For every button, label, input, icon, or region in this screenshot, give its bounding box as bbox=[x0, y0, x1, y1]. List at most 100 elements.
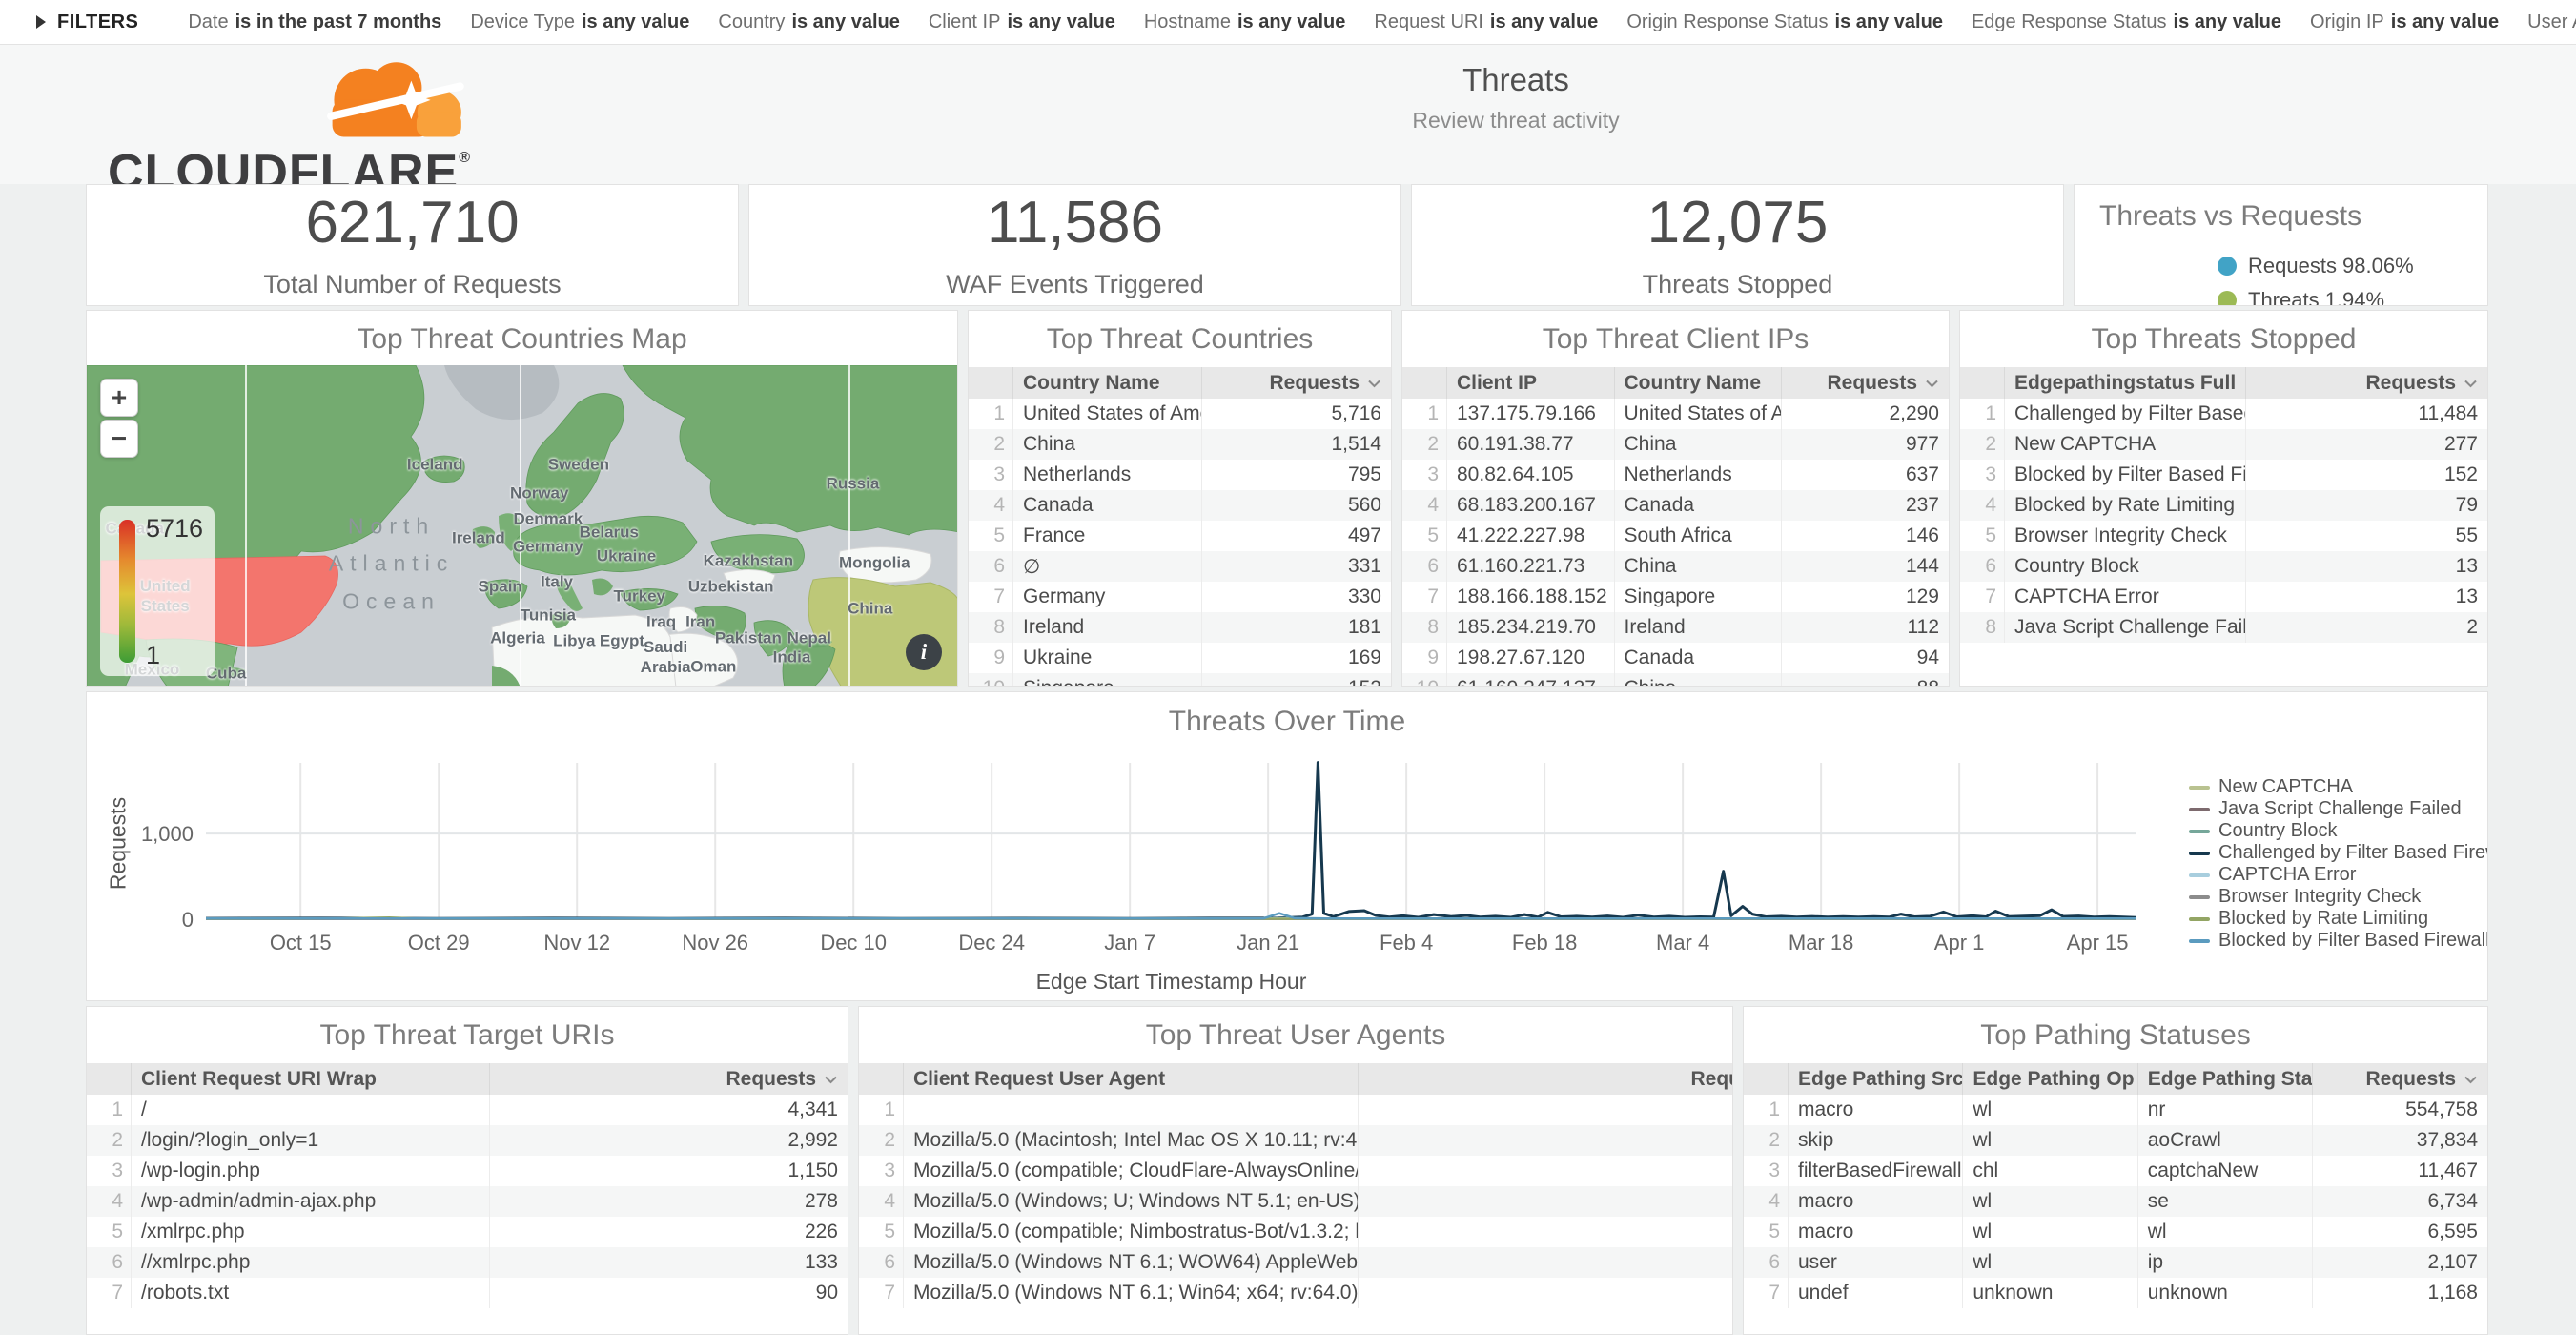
row-number: 6 bbox=[1960, 551, 2005, 582]
filter-chip-origin-response-status[interactable]: Origin Response Status is any value bbox=[1626, 11, 1943, 33]
table-cell: China bbox=[1613, 429, 1782, 460]
filter-field-label: Hostname bbox=[1143, 10, 1231, 32]
column-header-requests[interactable]: Requests bbox=[1357, 1063, 1732, 1095]
row-number: 3 bbox=[1427, 463, 1439, 485]
threats-over-time-card: Threats Over Time Requests 0 1,000 Oct 15… bbox=[86, 691, 2488, 1001]
map-canvas[interactable]: North Atlantic Ocean CanadaUnited States… bbox=[87, 365, 957, 686]
filter-chip-request-uri[interactable]: Request URI is any value bbox=[1374, 11, 1598, 33]
filter-chip-hostname[interactable]: Hostname is any value bbox=[1144, 11, 1346, 33]
table-cell: 13 bbox=[2245, 551, 2487, 582]
x-tick-label: Dec 10 bbox=[820, 931, 888, 955]
filter-chip-device-type[interactable]: Device Type is any value bbox=[470, 11, 689, 33]
table-cell: Ukraine bbox=[1012, 643, 1202, 673]
filters-label: FILTERS bbox=[57, 10, 139, 32]
table-cell: 11,467 bbox=[2312, 1156, 2487, 1186]
table-row: 4/wp-admin/admin-ajax.php 278 bbox=[87, 1186, 848, 1217]
line-chart-plot bbox=[206, 761, 2136, 921]
table-cell: 2,290 bbox=[1781, 399, 1949, 429]
filter-chip-country[interactable]: Country is any value bbox=[718, 11, 899, 33]
filter-chip-edge-response-status[interactable]: Edge Response Status is any value bbox=[1972, 11, 2281, 33]
table-cell: 330 bbox=[1201, 582, 1391, 612]
table-cell: wl bbox=[1962, 1217, 2138, 1247]
column-header-label: Client IP bbox=[1457, 371, 1538, 394]
filters-toggle[interactable]: FILTERS bbox=[36, 11, 138, 33]
filter-chip-user-agent[interactable]: User Agentis any value bbox=[2527, 11, 2576, 33]
table-row: 7 CAPTCHA Error 13 bbox=[1960, 582, 2487, 612]
row-number: 3 bbox=[993, 463, 1005, 485]
top-threats-stopped-table: Edgepathingstatus Full Requests 1 Challenge… bbox=[1960, 367, 2487, 643]
table-cell: Singapore bbox=[1012, 673, 1202, 686]
column-header-requests[interactable]: Requests bbox=[2245, 367, 2487, 399]
filter-field-label: Country bbox=[718, 10, 786, 32]
table-cell: Mozilla/5.0 (compatible; CloudFlare-Alwa… bbox=[903, 1156, 1359, 1186]
table-cell: Browser Integrity Check bbox=[2003, 521, 2246, 551]
column-header-requests[interactable]: Requests bbox=[2312, 1063, 2487, 1095]
table-cell: 331 bbox=[1201, 551, 1391, 582]
column-header-label: Client Request URI Wrap bbox=[141, 1067, 377, 1090]
table-row: 8 185.234.219.70 Ireland 112 bbox=[1402, 612, 1949, 643]
table-row: 5 Mozilla/5.0 (compatible; Nimbostratus-B… bbox=[859, 1217, 1732, 1247]
table-row: 4 Mozilla/5.0 (Windows; U; Windows NT 5.1… bbox=[859, 1186, 1732, 1217]
data-table: Client IP Country Name Requests 1 137.175.79… bbox=[1402, 367, 1949, 686]
row-number-header bbox=[1402, 367, 1447, 399]
table-row: 2 60.191.38.77 China 977 bbox=[1402, 429, 1949, 460]
table-cell: 1,150 bbox=[488, 1156, 848, 1186]
table-row: 5 France 497 bbox=[969, 521, 1391, 551]
top-threat-countries-title: Top Threat Countries bbox=[1046, 323, 1314, 355]
column-header-requests[interactable]: Requests bbox=[488, 1063, 848, 1095]
table-cell: 226 bbox=[488, 1217, 848, 1247]
table-cell: 278 bbox=[488, 1186, 848, 1217]
table-cell: Challenged by Filter Based Firewall bbox=[2003, 399, 2246, 429]
column-header-edge-pathing-op: Edge Pathing Op bbox=[1962, 1063, 2138, 1095]
table-cell: 146 bbox=[1781, 521, 1949, 551]
table-row: 3 Blocked by Filter Based Firewall152 bbox=[1960, 460, 2487, 490]
gradient-scale-bar bbox=[119, 520, 135, 663]
threats-vs-requests-legend: Requests 98.06% Threats 1.94% bbox=[2075, 254, 2487, 305]
chart-legend-item: Browser Integrity Check bbox=[2189, 886, 2487, 908]
filter-chip-date[interactable]: Date is in the past 7 months bbox=[188, 11, 441, 33]
table-cell: / bbox=[131, 1095, 490, 1125]
row-number: 5 bbox=[993, 524, 1005, 546]
column-header-requests[interactable]: Requests bbox=[1201, 367, 1391, 399]
row-number: 3 bbox=[884, 1160, 895, 1181]
filter-chip-list: Date is in the past 7 months Device Type is… bbox=[188, 11, 2576, 33]
x-tick-label: Mar 18 bbox=[1788, 931, 1854, 955]
filter-chip-origin-ip[interactable]: Origin IP is any value bbox=[2310, 11, 2499, 33]
row-number: 10 bbox=[969, 673, 1013, 686]
threats-vs-requests-title: Threats vs Requests bbox=[2099, 200, 2362, 232]
top-threat-user-agents-title: Top Threat User Agents bbox=[1145, 1019, 1446, 1051]
table-cell: aoCrawl bbox=[2136, 1125, 2313, 1156]
table-row: 1061.160.247.137China88 bbox=[1402, 673, 1949, 686]
stat-card-total-number-of-requests: 621,710 Total Number of Requests bbox=[86, 184, 739, 306]
table-row: 2/login/?login_only=1 2,992 bbox=[87, 1125, 848, 1156]
table-row: 7 188.166.188.152 Singapore 129 bbox=[1402, 582, 1949, 612]
row-number: 9 bbox=[1427, 647, 1439, 668]
stat-card-waf-events-triggered: 11,586 WAF Events Triggered bbox=[748, 184, 1401, 306]
filter-chip-client-ip[interactable]: Client IP is any value bbox=[929, 11, 1115, 33]
table-row: 4 Blocked by Rate Limiting 79 bbox=[1960, 490, 2487, 521]
row-number: 10 bbox=[1402, 673, 1447, 686]
threats-over-time-title: Threats Over Time bbox=[1168, 706, 1406, 737]
row-number: 6 bbox=[859, 1247, 904, 1278]
chart-legend-label: Java Script Challenge Failed bbox=[2218, 798, 2462, 819]
row-number-header bbox=[969, 367, 1013, 399]
table-cell: 144 bbox=[1781, 551, 1949, 582]
top-threat-user-agents-card: Top Threat User Agents Client Request Us… bbox=[858, 1006, 1733, 1335]
data-table: Client Request URI Wrap Requests 1/4,341 2/… bbox=[87, 1063, 848, 1308]
zoom-out-button[interactable]: − bbox=[100, 420, 138, 458]
table-cell: macro bbox=[1787, 1186, 1963, 1217]
cloudflare-cloud-icon bbox=[327, 62, 464, 137]
x-tick-label: Oct 29 bbox=[407, 931, 470, 955]
table-cell: /robots.txt bbox=[131, 1278, 490, 1308]
table-cell: 6,734 bbox=[2312, 1186, 2487, 1217]
table-cell: 80.82.64.105 bbox=[1446, 460, 1614, 490]
row-number: 6 bbox=[87, 1247, 132, 1278]
table-cell: Mozilla/5.0 (Windows; U; Windows NT 5.1;… bbox=[903, 1186, 1359, 1217]
table-cell: macro bbox=[1787, 1217, 1963, 1247]
table-cell: wl bbox=[1962, 1186, 2138, 1217]
column-header-requests[interactable]: Requests bbox=[1781, 367, 1949, 399]
zoom-in-button[interactable]: + bbox=[100, 379, 138, 417]
table-row: 6 Country Block 13 bbox=[1960, 551, 2487, 582]
info-icon[interactable]: i bbox=[906, 634, 942, 670]
